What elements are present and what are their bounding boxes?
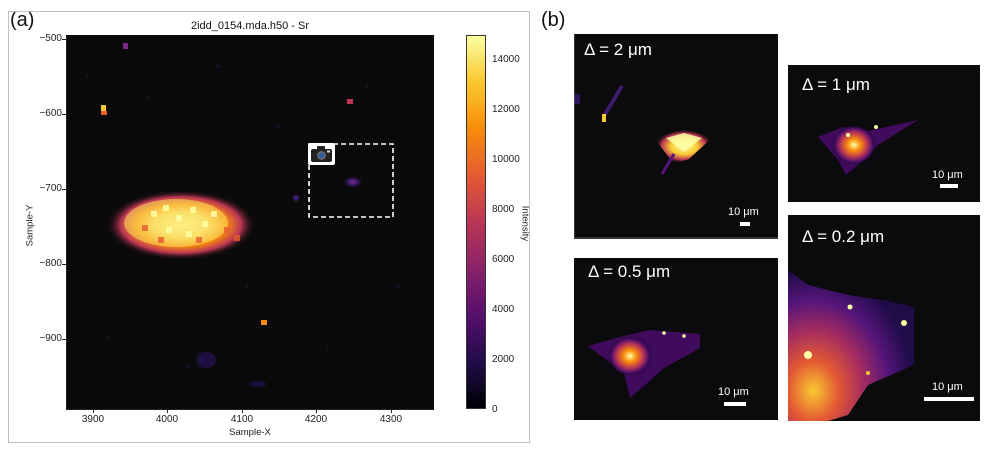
x-tick-mark — [242, 409, 243, 413]
colorbar-tick: 8000 — [492, 204, 515, 215]
colorbar-tick: 14000 — [492, 54, 520, 65]
colorbar-tick: 0 — [492, 404, 498, 415]
x-tick-mark — [93, 409, 94, 413]
x-axis-label: Sample-X — [229, 427, 271, 438]
colorbar-tick: 12000 — [492, 104, 520, 115]
delta-label: Δ = 0.5 μm — [588, 262, 671, 281]
y-tick: −500 — [39, 33, 62, 44]
image-delta-0-5um[interactable]: Δ = 0.5 μm 10 μm — [574, 258, 778, 420]
x-tick: 4000 — [155, 414, 179, 425]
y-tick: −600 — [39, 108, 62, 119]
colorbar-tick: 6000 — [492, 254, 515, 265]
x-tick-mark — [391, 409, 392, 413]
camera-icon[interactable] — [308, 143, 335, 165]
y-axis-label: Sample-Y — [24, 204, 36, 247]
sr-heatmap[interactable] — [66, 35, 434, 409]
panel-b-label: (b) — [541, 9, 566, 31]
panel-a-label: (a) — [10, 9, 35, 31]
scale-bar — [940, 184, 958, 188]
y-tick: −800 — [39, 258, 62, 269]
scale-bar-label: 10 μm — [728, 206, 759, 218]
colorbar-tick: 10000 — [492, 154, 520, 165]
y-tick: −900 — [39, 333, 62, 344]
heatmap-svg — [86, 43, 399, 387]
colorbar-tick: 2000 — [492, 354, 515, 365]
delta-label: Δ = 2 μm — [584, 40, 652, 59]
x-tick: 4300 — [379, 414, 403, 425]
y-tick-mark — [62, 39, 66, 40]
scale-bar-label: 10 μm — [932, 381, 963, 393]
x-axis-line — [66, 409, 434, 410]
scale-bar-label: 10 μm — [932, 169, 963, 181]
colorbar-label: Intensity — [519, 205, 531, 242]
roi-dashed-box — [308, 143, 394, 218]
image-delta-1um[interactable]: Δ = 1 μm 10 μm — [788, 65, 980, 202]
image-delta-0-2um[interactable]: Δ = 0.2 μm 10 μm — [788, 215, 980, 421]
x-tick: 4200 — [304, 414, 328, 425]
x-tick-mark — [316, 409, 317, 413]
colorbar-tick: 4000 — [492, 304, 515, 315]
scale-bar — [924, 397, 974, 401]
delta-label: Δ = 1 μm — [802, 75, 870, 94]
x-tick: 3900 — [81, 414, 105, 425]
y-tick-mark — [62, 339, 66, 340]
scale-bar — [724, 402, 746, 406]
colorbar — [466, 35, 486, 409]
x-tick-mark — [167, 409, 168, 413]
y-tick-mark — [62, 189, 66, 190]
y-tick: −700 — [39, 183, 62, 194]
scale-bar — [740, 222, 750, 226]
delta-label: Δ = 0.2 μm — [802, 227, 885, 246]
x-tick: 4100 — [230, 414, 254, 425]
panel-a-frame — [8, 11, 530, 443]
y-tick-mark — [62, 264, 66, 265]
image-delta-2um[interactable]: Δ = 2 μm 10 μm — [574, 34, 778, 239]
y-tick-mark — [62, 114, 66, 115]
y-axis-line — [66, 35, 67, 409]
plot-title: 2idd_0154.mda.h50 - Sr — [190, 20, 310, 32]
scale-bar-label: 10 μm — [718, 386, 749, 398]
